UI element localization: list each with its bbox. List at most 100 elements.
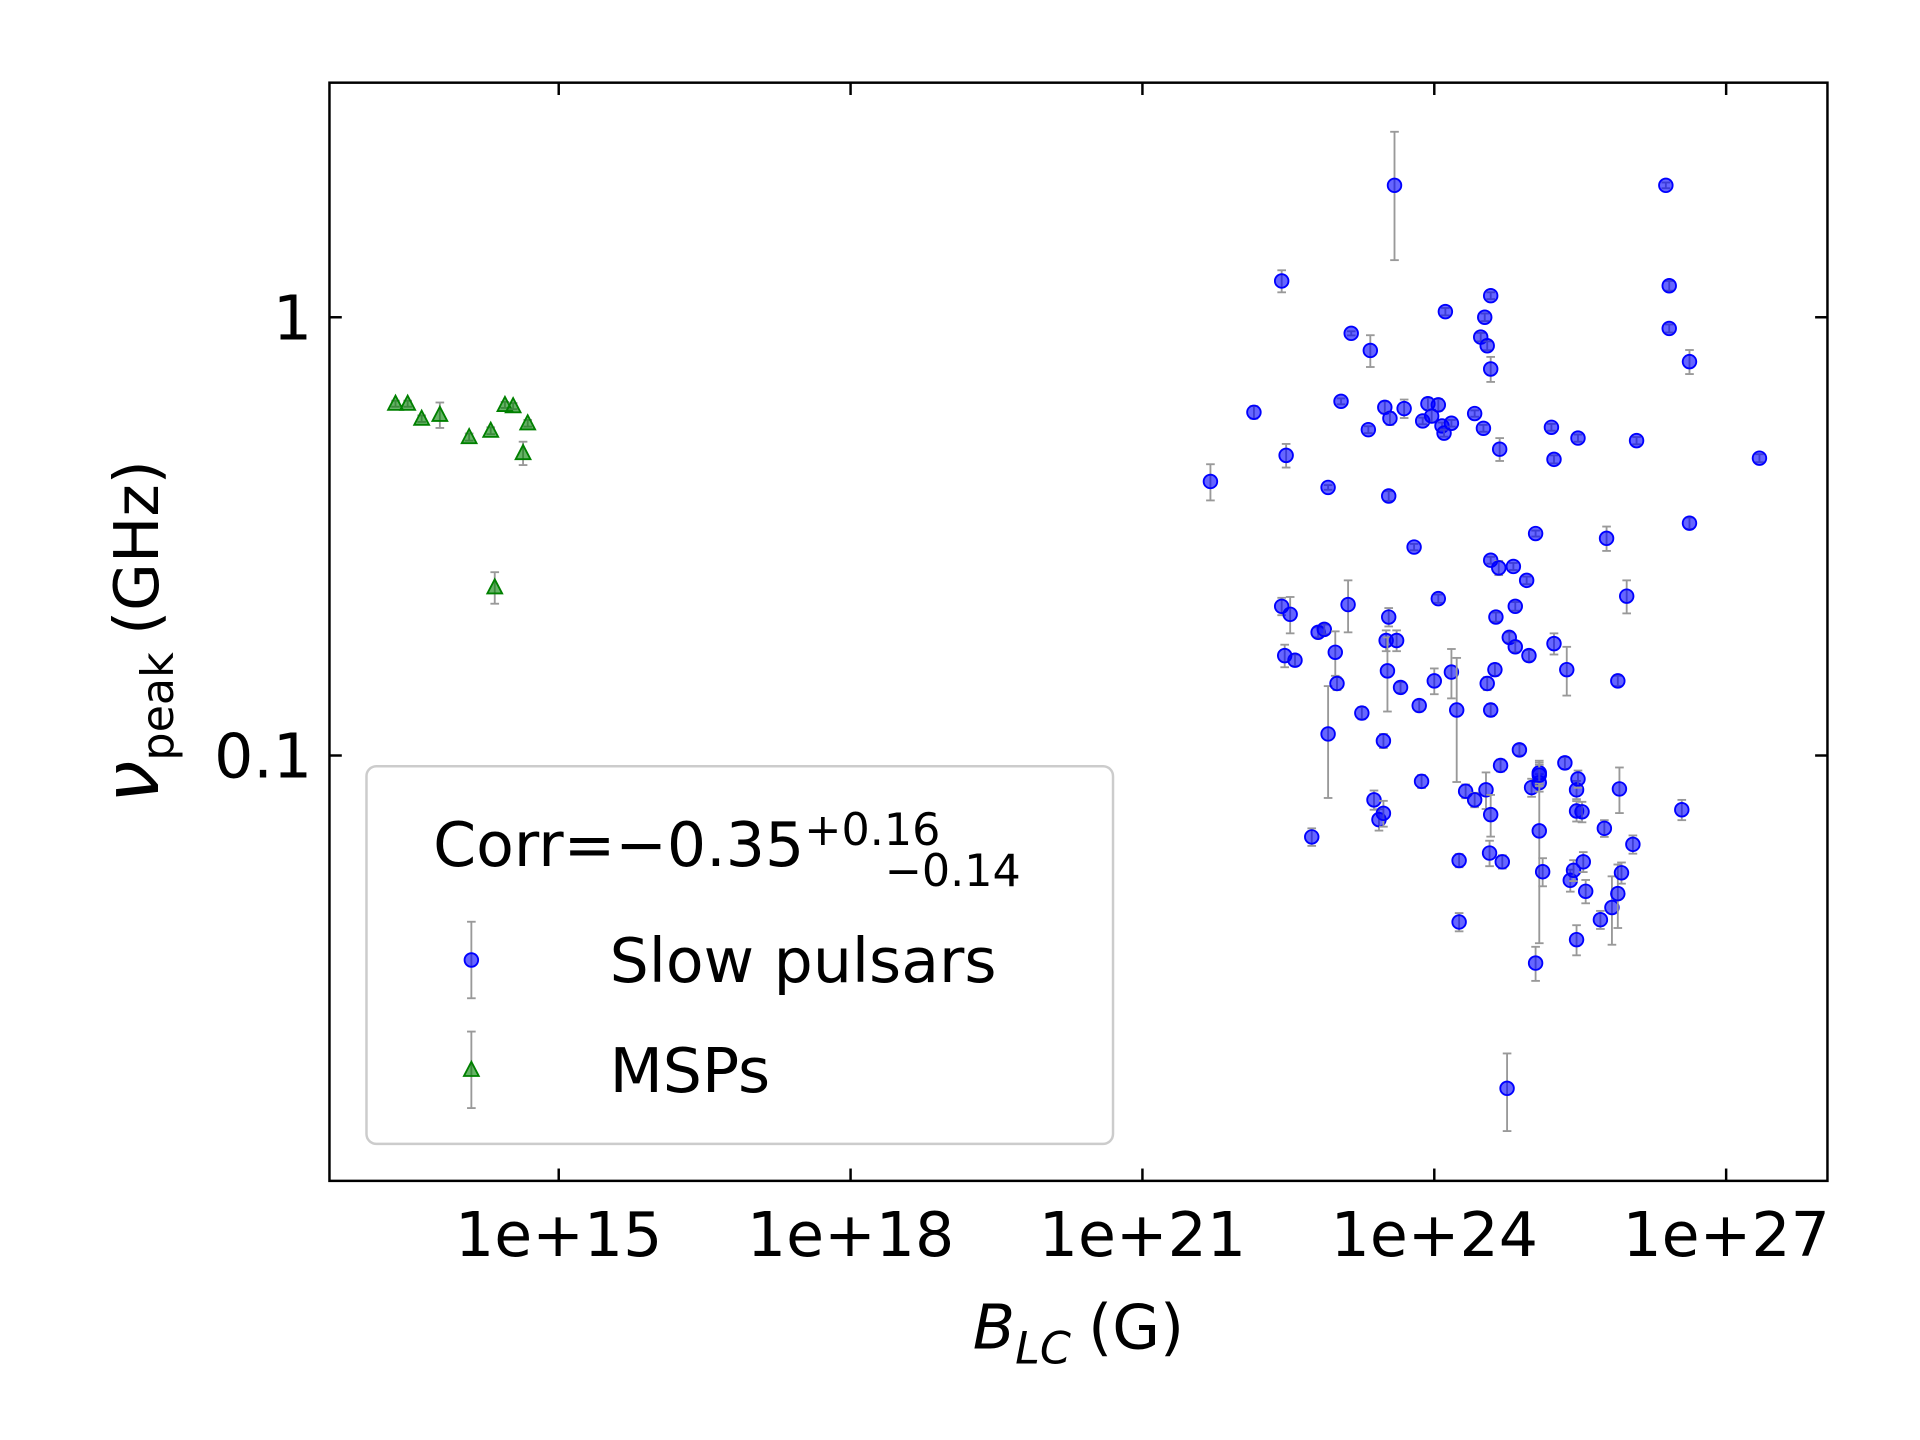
marker-circle [1443, 415, 1460, 431]
marker-circle [1570, 430, 1586, 446]
marker-triangle [485, 577, 504, 595]
marker-circle [1479, 675, 1495, 692]
error-bar [1452, 656, 1462, 783]
marker-circle [1354, 705, 1370, 721]
marker-circle [1273, 273, 1290, 289]
y-label-symbol: ν [88, 761, 177, 804]
marker-circle [1278, 447, 1294, 464]
legend-title-sub: −0.14 [885, 846, 1021, 897]
marker-circle [1610, 885, 1626, 902]
marker-circle [1625, 836, 1641, 853]
marker-circle [1527, 955, 1544, 971]
marker-circle [1491, 441, 1508, 457]
marker-circle [1329, 675, 1345, 692]
marker-circle [1482, 361, 1499, 377]
marker-circle [1577, 883, 1594, 899]
marker-circle [1316, 621, 1332, 638]
marker-triangle [481, 420, 500, 438]
x-label-unit: (G) [1088, 1292, 1184, 1364]
marker-circle [1413, 773, 1430, 790]
marker-circle [1392, 679, 1409, 696]
y-label-subscript: peak [133, 652, 184, 761]
legend-title-text: Corr=−0.35 [433, 809, 804, 881]
marker-circle [1406, 539, 1422, 555]
marker-circle [1423, 408, 1440, 424]
marker-circle [1380, 488, 1397, 504]
x-tick-label: 1e+24 [1331, 1199, 1538, 1271]
marker-circle [1546, 451, 1562, 468]
marker-circle [1507, 639, 1523, 655]
marker-circle [1287, 652, 1303, 668]
marker-circle [1482, 806, 1499, 823]
marker-triangle [398, 393, 417, 411]
x-label-symbol: B [973, 1292, 1015, 1364]
marker-circle [1527, 525, 1544, 542]
x-tick-label: 1e+18 [747, 1199, 954, 1271]
marker-circle [1658, 177, 1674, 194]
marker-triangle [386, 393, 405, 411]
marker-triangle [518, 413, 537, 431]
marker-circle [1511, 742, 1528, 758]
legend-label: MSPs [610, 1035, 771, 1107]
marker-circle [1375, 733, 1392, 749]
marker-circle [1751, 450, 1768, 466]
marker-circle [1488, 609, 1504, 625]
marker-circle [1382, 410, 1398, 427]
marker-triangle [462, 1059, 481, 1077]
marker-circle [1531, 823, 1547, 839]
legend: Corr=−0.35+0.16−0.14 Slow pulsars MSPs [365, 765, 1115, 1146]
legend-title-sup: +0.16 [804, 805, 940, 856]
marker-circle [1411, 697, 1427, 714]
marker-circle [1598, 530, 1615, 547]
marker-circle [1661, 278, 1677, 294]
marker-circle [1396, 400, 1412, 417]
marker-circle [1457, 783, 1474, 799]
marker-circle [1481, 845, 1498, 861]
marker-circle [1388, 632, 1405, 649]
marker-circle [1437, 303, 1454, 320]
marker-circle [1568, 931, 1585, 948]
marker-circle [1430, 397, 1447, 413]
marker-circle [1570, 771, 1586, 787]
marker-circle [1466, 405, 1483, 422]
marker-circle [1521, 647, 1537, 664]
marker-circle [1366, 792, 1382, 808]
y-tick-label: 0.1 [214, 721, 312, 793]
marker-circle [1505, 558, 1522, 575]
marker-circle [1592, 911, 1609, 928]
marker-circle [1478, 782, 1494, 798]
marker-circle [1531, 767, 1547, 783]
marker-triangle [504, 396, 523, 414]
marker-circle [1202, 473, 1219, 490]
marker-circle [1604, 899, 1620, 916]
marker-circle [1618, 588, 1635, 604]
y-tick-label: 1 [273, 282, 312, 354]
marker-circle [1443, 664, 1460, 680]
marker-circle [1246, 404, 1262, 420]
marker-circle [1380, 609, 1397, 625]
marker-circle [1304, 829, 1320, 845]
marker-circle [1507, 598, 1523, 615]
marker-circle [1543, 419, 1560, 435]
marker-circle [1362, 342, 1379, 359]
marker-circle [1681, 353, 1698, 370]
legend-label: Slow pulsars [610, 925, 997, 997]
marker-circle [1534, 864, 1551, 880]
legend-box [365, 765, 1115, 1146]
y-label-unit: (GHz) [101, 460, 173, 635]
y-axis-label: νpeak (GHz) [88, 460, 184, 803]
x-tick-label: 1e+27 [1622, 1199, 1829, 1271]
marker-circle [1487, 661, 1503, 678]
legend-title: Corr=−0.35+0.16 [433, 805, 940, 881]
marker-circle [1681, 515, 1698, 531]
marker-circle [1379, 663, 1396, 679]
marker-circle [1320, 479, 1336, 496]
marker-circle [1430, 590, 1447, 607]
marker-circle [1477, 309, 1493, 325]
marker-circle [1320, 726, 1336, 742]
marker-circle [1482, 287, 1499, 304]
marker-circle [1343, 325, 1359, 342]
marker-circle [1674, 802, 1690, 818]
